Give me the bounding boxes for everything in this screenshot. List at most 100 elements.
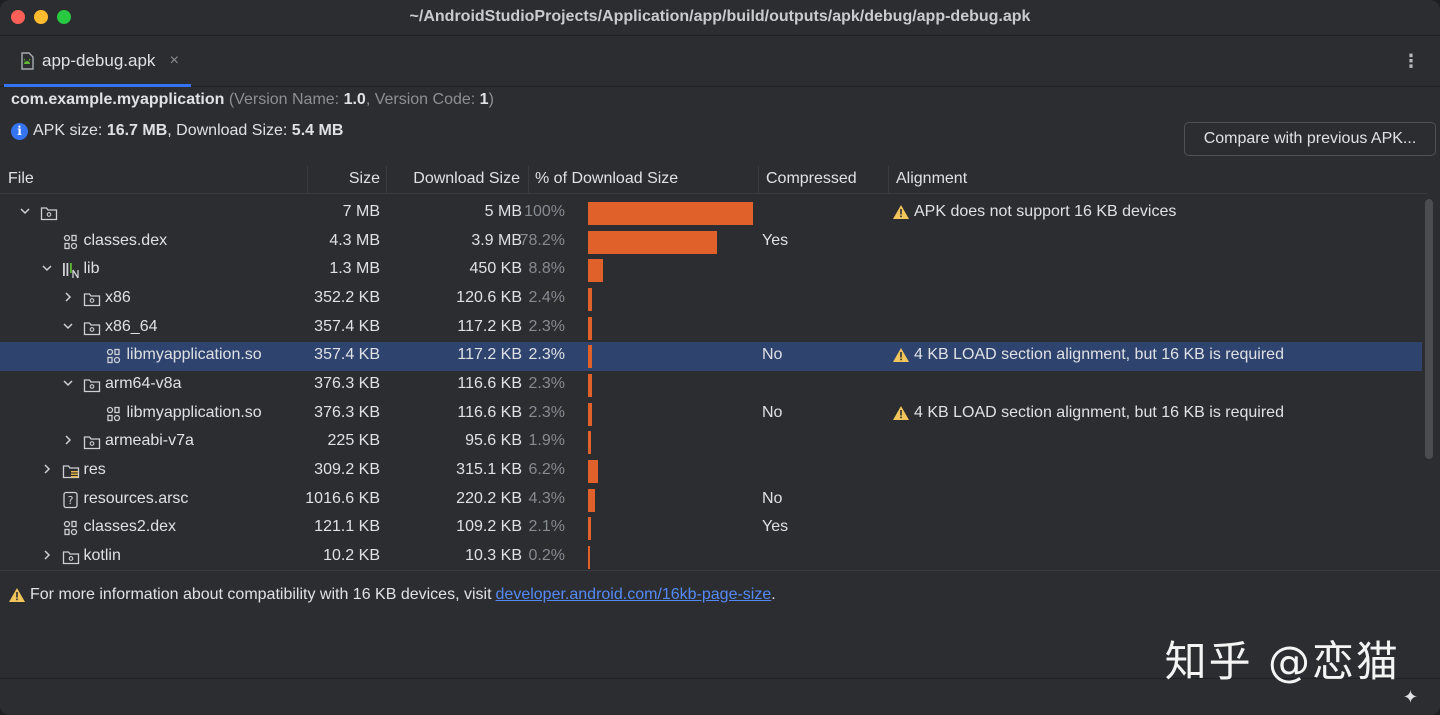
chevron-down-icon[interactable] [18,204,32,218]
download-size: 117.2 KB [457,346,522,364]
column-size[interactable]: Size [348,170,380,187]
minimize-window-button[interactable] [34,10,48,24]
compressed-value: No [762,403,783,421]
file-size: 4.3 MB [329,231,380,249]
file-tree-table[interactable]: 7 MB 5 MB 100% APK does not support 16 KB d… [0,199,1424,571]
file-size: 309.2 KB [314,460,380,478]
chevron-right-icon[interactable] [61,433,75,447]
chevron-right-icon[interactable] [40,462,54,476]
column-alignment[interactable]: Alignment [896,170,968,187]
more-options-icon[interactable]: ⋮ [1402,51,1420,71]
pct-download-size: 100% [524,203,565,220]
file-size: 376.3 KB [314,374,380,392]
android-apk-icon [21,51,34,70]
table-row[interactable]: 7 MB 5 MB 100% APK does not support 16 KB d… [0,199,1422,228]
column-divider[interactable] [528,166,529,194]
column-divider[interactable] [307,166,308,194]
table-row[interactable]: res 309.2 KB 315.1 KB 6.2% [0,457,1422,486]
pct-download-size: 6.2% [528,460,565,478]
warning-icon [9,588,25,602]
table-row[interactable]: libmyapplication.so 357.4 KB 117.2 KB 2.3% N… [0,342,1422,371]
file-size: 225 KB [327,432,380,450]
column-file[interactable]: File [8,170,34,187]
16kb-page-size-link[interactable]: developer.android.com/16kb-page-size [495,586,772,603]
chevron-down-icon[interactable] [61,376,75,390]
column-download-size[interactable]: Download Size [413,170,520,187]
file-size: 376.3 KB [314,403,380,421]
maximize-window-button[interactable] [57,10,71,24]
table-row[interactable]: lib 1.3 MB 450 KB 8.8% [0,256,1422,285]
file-size: 1.3 MB [329,260,380,278]
pct-bar [588,316,592,340]
table-row[interactable]: x86_64 357.4 KB 117.2 KB 2.3% [0,314,1422,343]
folder-icon [40,207,58,221]
alignment-warning: 4 KB LOAD section alignment, but 16 KB i… [892,346,1284,364]
column-compressed[interactable]: Compressed [766,170,857,187]
pct-download-size: 2.3% [528,317,565,335]
column-divider[interactable] [758,166,759,194]
file-name: libmyapplication.so [126,403,262,421]
folder-icon [83,293,101,307]
table-row[interactable]: classes.dex 4.3 MB 3.9 MB 78.2% Yes [0,228,1422,257]
file-size: 357.4 KB [314,317,380,335]
pct-download-size: 8.8% [528,260,565,278]
compressed-value: Yes [762,231,789,249]
alignment-warning: APK does not support 16 KB devices [892,203,1176,221]
pct-bar [588,431,592,455]
table-row[interactable]: arm64-v8a 376.3 KB 116.6 KB 2.3% [0,371,1422,400]
pct-download-size: 78.2% [519,231,565,249]
file-size: 352.2 KB [314,288,380,306]
apk-size-value: 16.7 MB [106,122,168,139]
download-size: 220.2 KB [456,489,522,507]
binary-file-icon [106,349,120,364]
pct-bar [588,287,592,311]
table-row[interactable]: kotlin 10.2 KB 10.3 KB 0.2% [0,543,1422,571]
vertical-scrollbar[interactable] [1425,199,1433,459]
chevron-right-icon[interactable] [61,290,75,304]
column-divider[interactable] [888,166,889,194]
package-info: com.example.myapplication (Version Name:… [11,91,494,108]
pct-download-size: 2.3% [528,374,565,392]
table-row[interactable]: armeabi-v7a 225 KB 95.6 KB 1.9% [0,428,1422,457]
pct-bar [588,545,590,569]
ai-assistant-icon[interactable]: ✦ [1402,687,1418,707]
close-tab-icon[interactable]: × [169,52,179,69]
file-size: 121.1 KB [314,518,380,536]
pct-download-size: 0.2% [528,546,565,564]
file-name: x86_64 [105,317,158,335]
table-row[interactable]: x86 352.2 KB 120.6 KB 2.4% [0,285,1422,314]
chevron-down-icon[interactable] [61,319,75,333]
download-size: 116.6 KB [457,403,522,421]
folder-icon [62,551,79,564]
file-size: 10.2 KB [323,546,380,564]
table-header: File Size Download Size % of Download Si… [0,166,1428,194]
chevron-right-icon[interactable] [40,548,54,562]
chevron-down-icon[interactable] [40,261,54,275]
close-window-button[interactable] [11,10,25,24]
pct-bar [588,488,596,512]
file-name: lib [83,260,100,278]
compare-with-previous-apk-button[interactable]: Compare with previous APK... [1184,122,1436,156]
tab-label: app-debug.apk [42,50,156,70]
file-name: classes2.dex [83,518,177,536]
compressed-value: No [762,489,783,507]
unknown-file-icon: ? [62,491,78,508]
download-size: 117.2 KB [457,317,522,335]
table-row[interactable]: ? resources.arsc 1016.6 KB 220.2 KB 4.3% No [0,486,1422,515]
pct-bar [588,345,592,369]
tab-app-debug-apk[interactable]: app-debug.apk × [4,37,191,87]
alignment-text: 4 KB LOAD section alignment, but 16 KB i… [914,346,1284,364]
file-size: 1016.6 KB [305,489,380,507]
table-row[interactable]: libmyapplication.so 376.3 KB 116.6 KB 2.3% N… [0,400,1422,429]
pct-bar [588,230,718,254]
column-divider[interactable] [386,166,387,194]
version-name: 1.0 [343,91,366,108]
dex-file-icon [63,520,77,536]
file-name: classes.dex [83,231,168,249]
pct-download-size: 2.1% [528,518,565,536]
table-row[interactable]: classes2.dex 121.1 KB 109.2 KB 2.1% Yes [0,514,1422,543]
compressed-value: No [762,346,783,364]
file-name: armeabi-v7a [105,432,194,450]
column-pct-download-size[interactable]: % of Download Size [535,170,679,187]
